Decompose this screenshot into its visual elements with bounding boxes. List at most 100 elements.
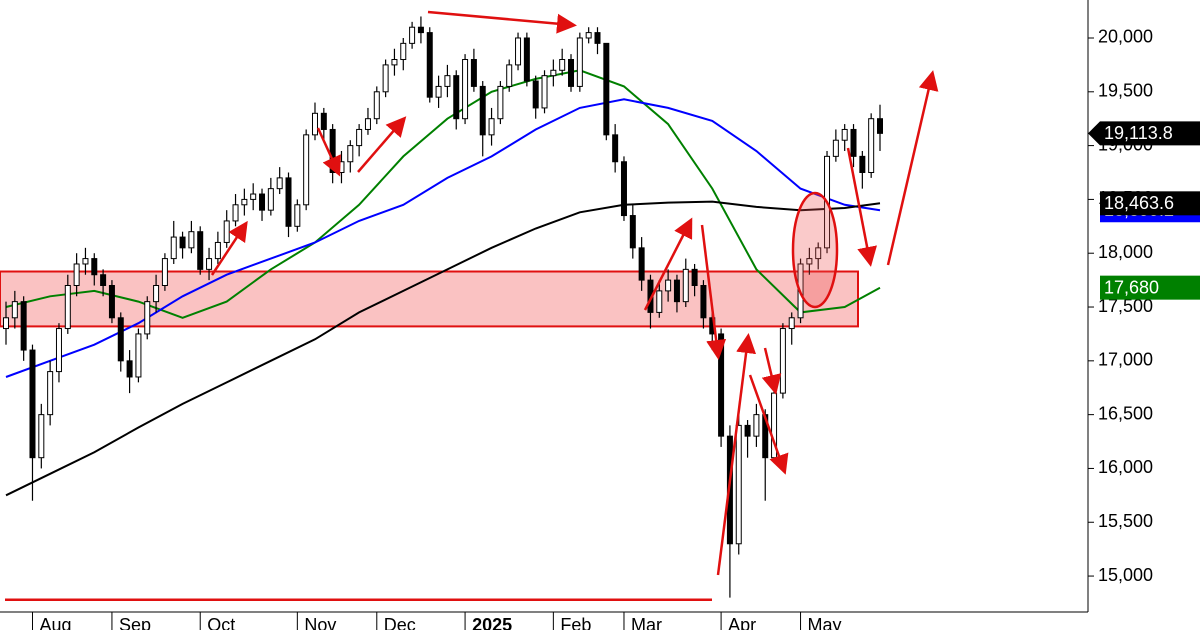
candle-body	[541, 75, 548, 109]
candle-body	[612, 134, 619, 163]
candle-body	[267, 188, 274, 211]
moving-average	[5, 69, 881, 319]
arrow	[316, 127, 341, 177]
candle-body	[117, 317, 124, 362]
candle-body	[850, 128, 857, 157]
candle-body	[470, 59, 477, 87]
candle-body	[285, 177, 292, 227]
candle-body	[409, 26, 416, 44]
candle-body	[426, 32, 433, 98]
candle-body	[550, 69, 557, 77]
candle-body	[338, 161, 345, 174]
candle-body	[532, 80, 539, 109]
candle-body	[700, 284, 707, 319]
candle-body	[73, 263, 80, 286]
candle-body	[453, 75, 460, 120]
arrow	[886, 70, 939, 266]
ma-value-label: 17,680	[1104, 277, 1159, 297]
candle-body	[179, 236, 186, 249]
candle-body	[665, 279, 672, 292]
candle-body	[382, 64, 389, 93]
candle-body	[91, 258, 98, 276]
candle-body	[673, 279, 680, 303]
candle-body	[161, 258, 168, 286]
x-tick-label: Dec	[384, 615, 416, 630]
y-tick-label: 19,500	[1098, 81, 1153, 101]
x-tick-label: Aug	[39, 615, 71, 630]
candle-body	[214, 241, 221, 260]
close-value-box	[1088, 121, 1200, 146]
arrow	[748, 374, 789, 475]
candle-body	[144, 301, 151, 335]
candle-body	[303, 134, 310, 206]
candle-body	[718, 333, 725, 437]
candle-body	[444, 75, 451, 87]
y-tick-label: 18,000	[1098, 242, 1153, 262]
arrow	[700, 224, 727, 360]
y-tick-label: 16,500	[1098, 403, 1153, 423]
candle-body	[64, 284, 71, 330]
arrow	[210, 220, 248, 276]
candle-body	[779, 328, 786, 394]
candle-body	[629, 215, 636, 249]
x-tick-label: Mar	[631, 615, 662, 630]
candle-body	[188, 231, 195, 249]
candle-body	[479, 85, 486, 136]
candle-body	[250, 193, 257, 200]
candle-body	[55, 328, 62, 373]
candle-body	[620, 161, 627, 217]
candle-body	[806, 258, 813, 265]
arrow	[716, 333, 757, 576]
y-tick-label: 15,500	[1098, 511, 1153, 531]
candle-body	[311, 112, 318, 136]
arrow	[643, 217, 693, 311]
candle-body	[38, 414, 45, 459]
x-tick-label: 2025	[472, 615, 512, 630]
candle-body	[3, 317, 9, 330]
candle-body	[523, 37, 530, 82]
candle-body	[347, 145, 354, 163]
candle-body	[815, 247, 822, 260]
x-tick-label: Feb	[560, 615, 591, 630]
candle-body	[435, 85, 442, 98]
close-value-label: 19,113.8	[1104, 123, 1173, 143]
arrow	[427, 10, 577, 34]
x-tick-label: Oct	[207, 615, 235, 630]
candle-body	[232, 204, 239, 222]
candle-body	[259, 193, 266, 211]
y-tick-label: 17,000	[1098, 350, 1153, 370]
candle-body	[691, 268, 698, 286]
moving-average	[5, 98, 881, 378]
candle-body	[559, 59, 566, 71]
candle-body	[462, 59, 469, 120]
candle-body	[868, 118, 875, 174]
candle-body	[576, 37, 583, 87]
candle-body	[197, 231, 204, 270]
candle-body	[100, 274, 107, 286]
candle-body	[832, 139, 839, 157]
ma-value-box	[1100, 191, 1200, 216]
candle-body	[206, 258, 213, 270]
candle-body	[400, 42, 407, 61]
y-tick-label: 17,500	[1098, 296, 1153, 316]
highlight-ellipse	[791, 191, 839, 309]
candle-body	[594, 32, 601, 44]
candle-body	[241, 198, 248, 206]
candle-body	[126, 360, 133, 378]
candle-body	[656, 290, 663, 313]
arrow	[357, 116, 407, 173]
candle-body	[391, 59, 398, 66]
y-tick-label: 20,000	[1098, 27, 1153, 47]
candle-body	[364, 118, 371, 130]
y-tick-label: 16,000	[1098, 457, 1153, 477]
x-tick-label: Sep	[119, 615, 151, 630]
candle-body	[356, 128, 363, 147]
ma-value-box	[1100, 275, 1200, 300]
candle-body	[11, 301, 18, 319]
candle-body	[568, 59, 575, 87]
candle-body	[859, 155, 866, 174]
candle-body	[744, 424, 751, 437]
x-tick-label: Apr	[728, 615, 756, 630]
